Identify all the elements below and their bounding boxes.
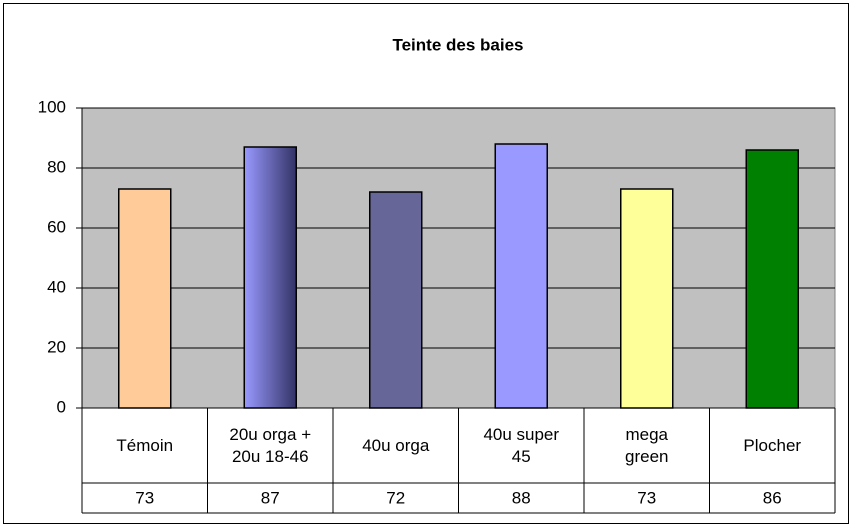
data-table-value: 73 [135,488,154,507]
y-tick-label: 60 [47,217,66,236]
bar [369,191,423,409]
x-tick-label: mega green [625,424,669,466]
data-table-value: 72 [386,488,405,507]
category-cell: Témoin [82,408,208,483]
bar [745,149,799,409]
category-cell: 40u orga [333,408,459,483]
y-tick-label: 0 [57,397,66,416]
x-tick-label: Témoin [116,435,174,455]
y-tick-label: 20 [47,337,66,356]
category-cell: Témoin [82,408,208,483]
x-tick-label: 40u orga [362,435,430,455]
bar [494,143,548,409]
category-cell: Plocher [710,408,836,483]
category-cell: 20u orga + 20u 18-46 [208,408,334,483]
category-cell: Plocher [710,408,836,483]
bar [243,146,297,409]
bar [620,188,674,409]
bar [118,188,172,409]
category-cell: 40u orga [333,408,459,483]
data-table-value: 73 [637,488,656,507]
category-cell: mega green [584,408,710,483]
data-table-value: 88 [512,488,531,507]
y-tick-label: 80 [47,157,66,176]
x-tick-label: 40u super 45 [483,424,560,466]
category-cell: 20u orga + 20u 18-46 [208,408,334,483]
chart-title: Teinte des baies [392,35,523,54]
data-table-value: 86 [763,488,782,507]
category-cell: mega green [584,408,710,483]
category-cell: 40u super 45 [459,408,585,483]
y-tick-label: 100 [38,97,66,116]
plot-area [81,107,836,409]
y-tick-label: 40 [47,277,66,296]
x-tick-label: Plocher [743,435,802,455]
x-tick-label: 20u orga + 20u 18-46 [229,424,312,466]
data-table-value: 87 [261,488,280,507]
category-cell: 40u super 45 [459,408,585,483]
